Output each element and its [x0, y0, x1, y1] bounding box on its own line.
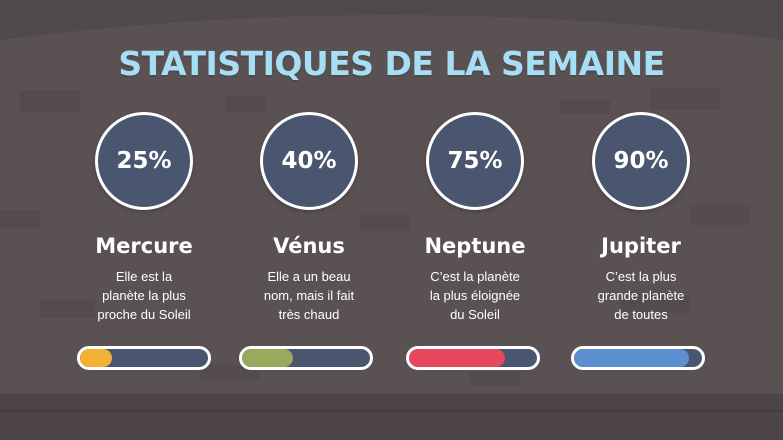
percent-circle: 40%	[260, 112, 358, 210]
percent-label: 25%	[116, 148, 172, 174]
percent-circle: 75%	[426, 112, 524, 210]
description-line: la plus éloignée	[429, 288, 521, 303]
description-line: Elle est la	[115, 269, 173, 284]
stat-card-mercure: 25% Mercure Elle est la planète la plus …	[59, 112, 229, 324]
percent-label: 90%	[613, 148, 669, 174]
percent-label: 40%	[281, 148, 337, 174]
planet-description: Elle a un beau nom, mais il fait très ch…	[239, 267, 379, 324]
progress-fill	[409, 349, 505, 367]
percent-label: 75%	[447, 148, 503, 174]
description-line: de toutes	[614, 307, 668, 322]
planet-description: Elle est la planète la plus proche du So…	[74, 267, 214, 324]
description-line: C’est la planète	[430, 269, 520, 284]
percent-circle: 90%	[592, 112, 690, 210]
progress-bar-venus	[239, 346, 373, 370]
planet-name: Jupiter	[601, 234, 681, 258]
stat-card-venus: 40% Vénus Elle a un beau nom, mais il fa…	[224, 112, 394, 324]
description-line: grande planète	[597, 288, 685, 303]
stat-card-jupiter: 90% Jupiter C’est la plus grande planète…	[556, 112, 726, 324]
percent-circle: 25%	[95, 112, 193, 210]
description-line: très chaud	[278, 307, 340, 322]
planet-name: Neptune	[424, 234, 526, 258]
description-line: nom, mais il fait	[263, 288, 355, 303]
stat-card-neptune: 75% Neptune C’est la planète la plus élo…	[390, 112, 560, 324]
progress-bar-jupiter	[571, 346, 705, 370]
description-line: Elle a un beau	[267, 269, 351, 284]
description-line: planète la plus	[102, 288, 186, 303]
progress-fill	[80, 349, 112, 367]
floor	[0, 394, 783, 440]
description-line: proche du Soleil	[97, 307, 191, 322]
planet-name: Vénus	[273, 234, 345, 258]
planet-description: C’est la planète la plus éloignée du Sol…	[405, 267, 545, 324]
page-title: STATISTIQUES DE LA SEMAINE	[118, 44, 665, 83]
floor-line	[0, 410, 783, 412]
description-line: C’est la plus	[605, 269, 677, 284]
description-line: du Soleil	[450, 307, 500, 322]
progress-bar-neptune	[406, 346, 540, 370]
progress-fill	[242, 349, 294, 367]
progress-bar-mercure	[77, 346, 211, 370]
planet-description: C’est la plus grande planète de toutes	[571, 267, 711, 324]
planet-name: Mercure	[95, 234, 193, 258]
progress-fill	[574, 349, 690, 367]
